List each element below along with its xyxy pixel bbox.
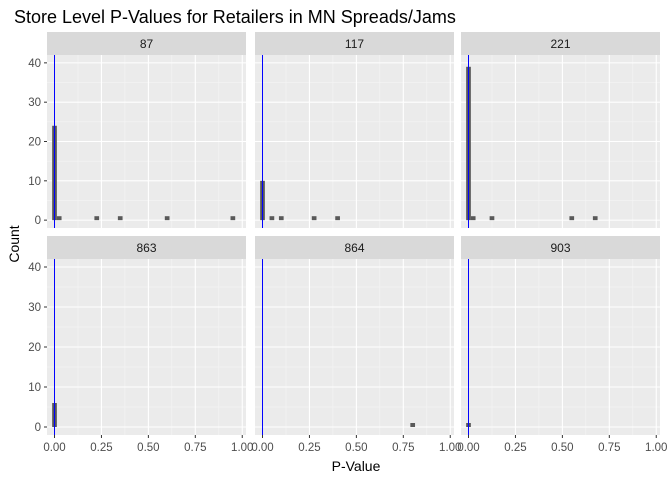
facet-strip-label: 87: [140, 37, 154, 51]
x-axis-title: P-Value: [332, 458, 381, 474]
facet-strip-label: 864: [344, 241, 364, 255]
histogram-bar: [278, 216, 284, 221]
histogram-bar: [410, 423, 416, 427]
y-tick-label: 40: [28, 58, 41, 70]
facet-panel-87: 87: [47, 32, 246, 228]
histogram-bar: [569, 216, 575, 221]
facet-panel-903: 903: [461, 236, 660, 435]
histogram-bar: [311, 216, 317, 221]
facet-panels: 87 117 221 863 864 903: [47, 32, 660, 435]
x-tick-label: 1.00: [645, 442, 667, 454]
y-tick-label: 40: [28, 262, 41, 274]
facet-strip: [255, 236, 454, 259]
y-axis-ticks: 0 10 20 30 40 0 10 20 30 40: [28, 58, 47, 434]
x-tick-label: 1.00: [231, 442, 253, 454]
histogram-bar: [470, 216, 476, 221]
y-tick-label: 10: [28, 176, 41, 188]
x-tick-label: 0.00: [457, 442, 479, 454]
y-axis-title: Count: [6, 225, 22, 262]
x-tick-label: 0.25: [90, 442, 112, 454]
x-tick-label: 0.50: [137, 442, 159, 454]
facet-strip: [47, 32, 246, 55]
y-tick-label: 20: [28, 137, 41, 149]
x-tick-label: 1.00: [439, 442, 461, 454]
x-tick-label: 0.25: [298, 442, 320, 454]
x-tick-label: 0.75: [184, 442, 206, 454]
y-tick-label: 20: [28, 342, 41, 354]
x-tick-label: 0.25: [504, 442, 526, 454]
histogram-bar: [489, 216, 495, 221]
facet-strip: [47, 236, 246, 259]
x-tick-label: 0.50: [345, 442, 367, 454]
facet-strip: [255, 32, 454, 55]
histogram-bar: [117, 216, 123, 221]
facet-panel-863: 863: [47, 236, 246, 435]
y-tick-label: 0: [35, 215, 41, 227]
facet-strip-label: 117: [345, 37, 364, 51]
histogram-bar: [592, 216, 598, 221]
x-tick-label: 0.75: [598, 442, 620, 454]
y-tick-label: 10: [28, 382, 41, 394]
histogram-bar: [164, 216, 170, 221]
histogram-bar: [56, 216, 62, 221]
x-tick-label: 0.50: [551, 442, 573, 454]
histogram-bar: [230, 216, 236, 221]
histogram-bar: [335, 216, 340, 221]
facet-strip-label: 863: [136, 241, 156, 255]
histogram-bar: [269, 216, 275, 221]
chart-title: Store Level P-Values for Retailers in MN…: [14, 7, 456, 27]
facet-panel-221: 221: [461, 32, 660, 228]
y-tick-label: 30: [28, 302, 41, 314]
x-tick-label: 0.00: [251, 442, 273, 454]
facet-strip: [461, 32, 660, 55]
y-tick-label: 30: [28, 97, 41, 109]
facet-strip-label: 903: [550, 241, 570, 255]
facet-strip-label: 221: [550, 37, 570, 51]
facet-panel-117: 117: [255, 32, 454, 228]
x-axis-ticks: 0.00 0.25 0.50 0.75 1.000.00 0.25 0.50 0.75 1.00…: [43, 435, 667, 454]
facet-strip: [461, 236, 660, 259]
facet-panel-864: 864: [255, 236, 454, 435]
histogram-bar: [94, 216, 100, 221]
x-tick-label: 0.00: [43, 442, 65, 454]
y-tick-label: 0: [35, 422, 41, 434]
x-tick-label: 0.75: [392, 442, 414, 454]
